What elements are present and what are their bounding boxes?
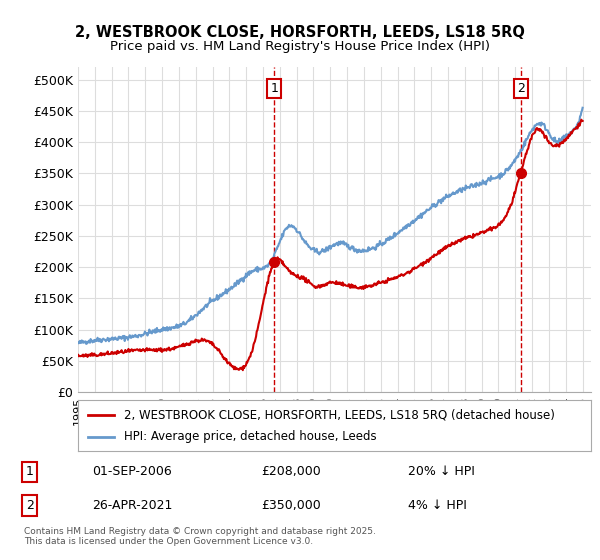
Text: 1: 1 xyxy=(26,465,34,478)
Text: £350,000: £350,000 xyxy=(261,499,320,512)
Text: Price paid vs. HM Land Registry's House Price Index (HPI): Price paid vs. HM Land Registry's House … xyxy=(110,40,490,53)
Text: 4% ↓ HPI: 4% ↓ HPI xyxy=(407,499,466,512)
Text: 01-SEP-2006: 01-SEP-2006 xyxy=(92,465,172,478)
Text: 2: 2 xyxy=(517,82,524,95)
Text: HPI: Average price, detached house, Leeds: HPI: Average price, detached house, Leed… xyxy=(124,430,377,443)
Text: 2: 2 xyxy=(26,499,34,512)
Text: 2, WESTBROOK CLOSE, HORSFORTH, LEEDS, LS18 5RQ (detached house): 2, WESTBROOK CLOSE, HORSFORTH, LEEDS, LS… xyxy=(124,408,555,421)
Text: Contains HM Land Registry data © Crown copyright and database right 2025.
This d: Contains HM Land Registry data © Crown c… xyxy=(24,526,376,546)
Text: £208,000: £208,000 xyxy=(261,465,320,478)
Text: 1: 1 xyxy=(271,82,278,95)
Text: 20% ↓ HPI: 20% ↓ HPI xyxy=(407,465,475,478)
Text: 2, WESTBROOK CLOSE, HORSFORTH, LEEDS, LS18 5RQ: 2, WESTBROOK CLOSE, HORSFORTH, LEEDS, LS… xyxy=(75,25,525,40)
Text: 26-APR-2021: 26-APR-2021 xyxy=(92,499,172,512)
